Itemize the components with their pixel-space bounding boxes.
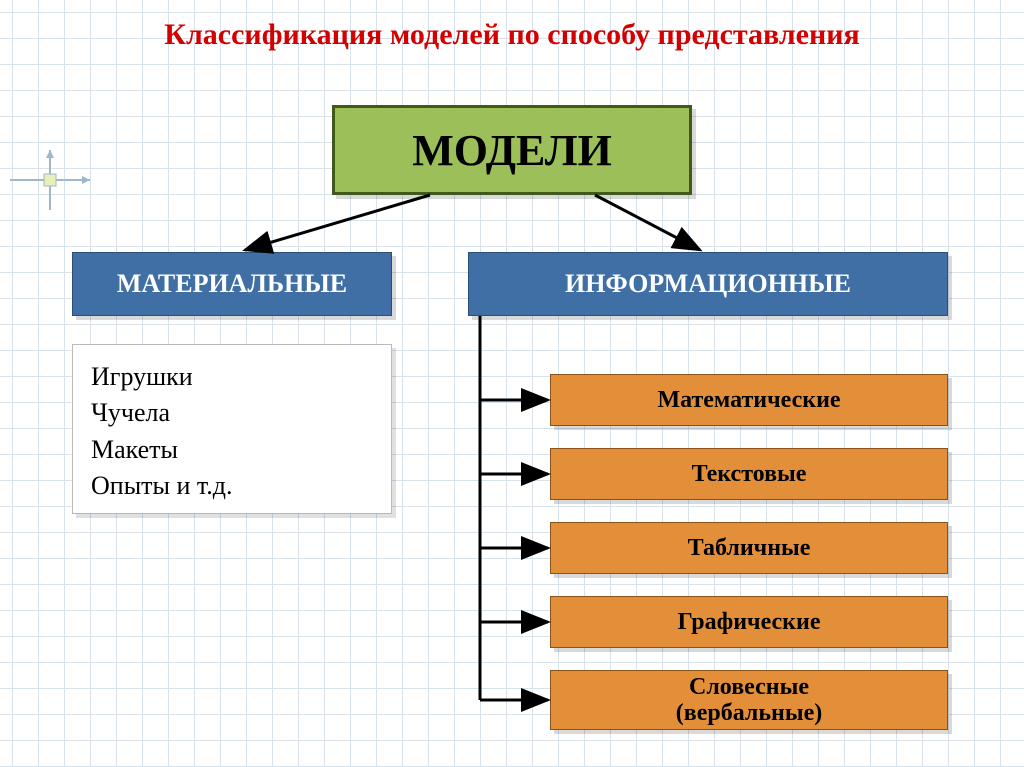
info-type-box: Словесные (вербальные)	[550, 670, 948, 730]
material-example-item: Чучела	[91, 395, 373, 431]
material-examples-box: Игрушки Чучела Макеты Опыты и т.д.	[72, 344, 392, 514]
info-type-label: Математические	[657, 387, 840, 414]
info-type-label: Словесные (вербальные)	[676, 674, 823, 727]
diagram-canvas: Классификация моделей по способу предста…	[0, 0, 1024, 767]
material-example-item: Опыты и т.д.	[91, 468, 373, 504]
root-node: МОДЕЛИ	[332, 105, 692, 195]
info-type-box: Текстовые	[550, 448, 948, 500]
material-example-item: Игрушки	[91, 359, 373, 395]
diagram-title: Классификация моделей по способу предста…	[0, 18, 1024, 51]
branch-material-label: МАТЕРИАЛЬНЫЕ	[117, 269, 347, 299]
material-example-item: Макеты	[91, 432, 373, 468]
branch-information-label: ИНФОРМАЦИОННЫЕ	[565, 269, 851, 299]
branch-information: ИНФОРМАЦИОННЫЕ	[468, 252, 948, 316]
info-type-label: Текстовые	[692, 461, 807, 488]
info-type-box: Графические	[550, 596, 948, 648]
root-label: МОДЕЛИ	[412, 125, 612, 176]
info-type-box: Математические	[550, 374, 948, 426]
branch-material: МАТЕРИАЛЬНЫЕ	[72, 252, 392, 316]
info-type-label: Графические	[678, 609, 821, 636]
info-type-label: Табличные	[688, 535, 811, 562]
info-type-box: Табличные	[550, 522, 948, 574]
guide-cross-icon	[10, 150, 90, 210]
